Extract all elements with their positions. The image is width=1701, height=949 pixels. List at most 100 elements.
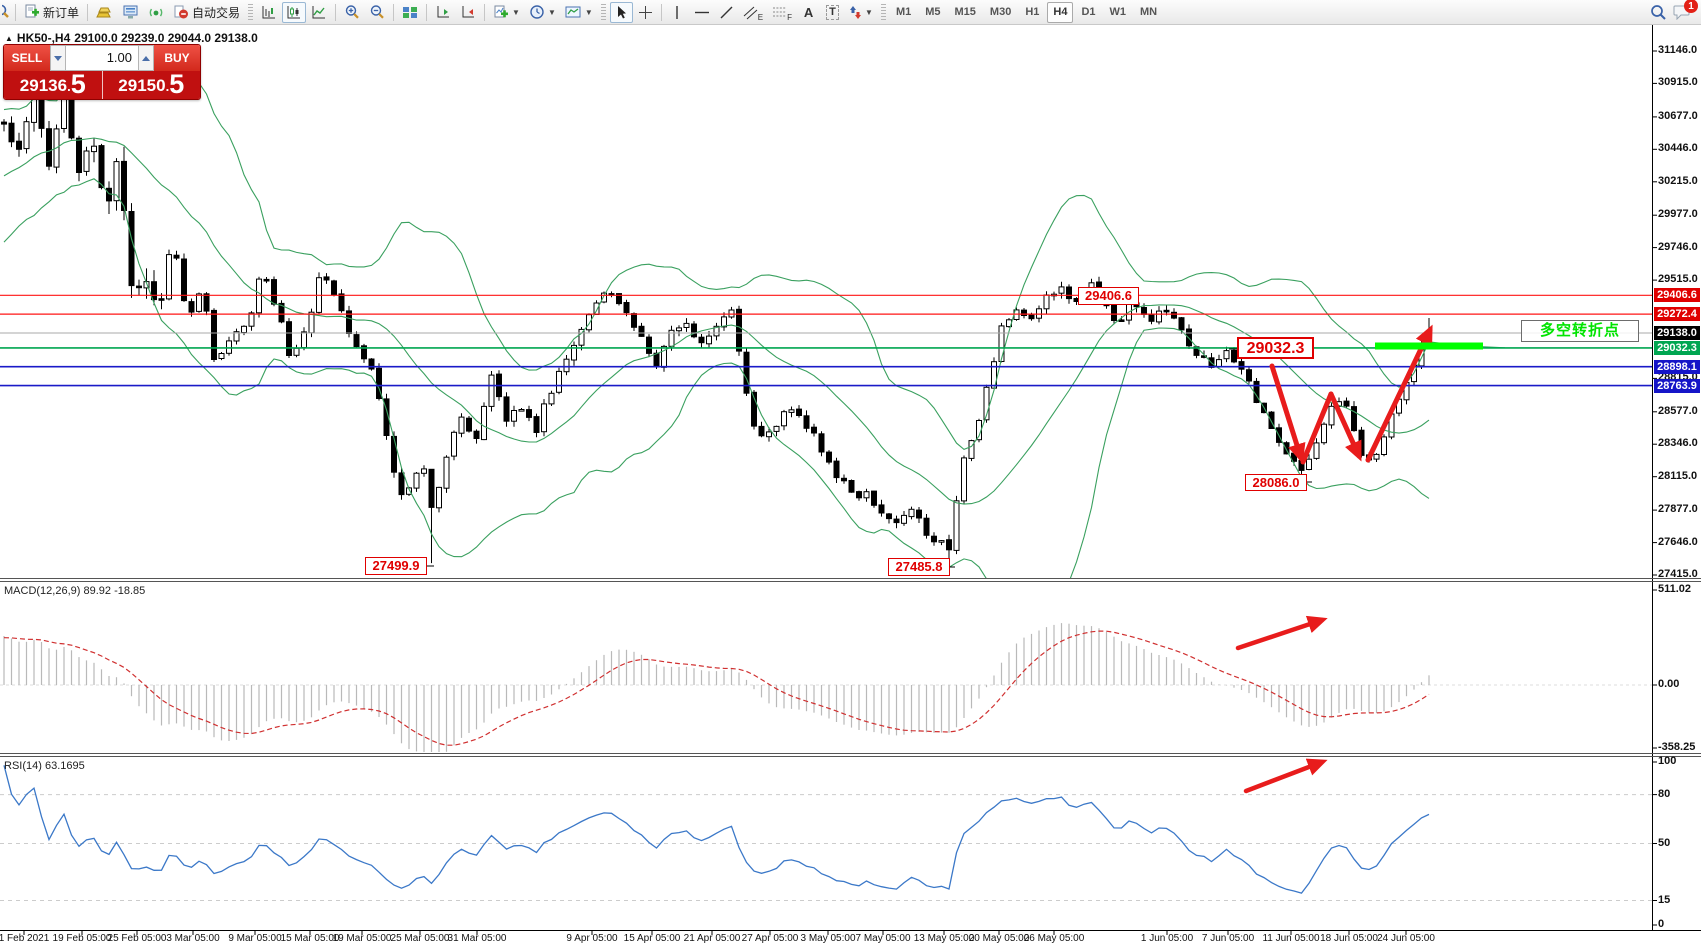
periods-button[interactable]: ▼ <box>525 2 560 23</box>
timeframe-group: M1 M5 M15 M30 H1 H4 D1 W1 MN <box>890 1 1163 23</box>
rsi-axis-label: 80 <box>1658 787 1671 800</box>
mar-low-annotation[interactable]: 27499.9 <box>365 557 427 575</box>
timeframe-M5[interactable]: M5 <box>925 6 941 18</box>
fibonacci-tool-button[interactable]: F <box>768 2 796 23</box>
time-axis-label: 3 May 05:00 <box>800 933 856 944</box>
clock-icon <box>530 5 544 19</box>
volume-decrease-button[interactable] <box>50 45 66 71</box>
trade-panel-controls: SELL 1.00 BUY <box>4 45 200 71</box>
timeframe-H1[interactable]: H1 <box>1025 6 1040 18</box>
timeframe-M1[interactable]: M1 <box>895 6 912 18</box>
template-icon <box>565 6 581 17</box>
timeframe-M15[interactable]: M15 <box>954 6 976 18</box>
zoom-out-button[interactable] <box>365 2 389 23</box>
price-tick-label: 28346.0 <box>1658 437 1698 450</box>
volume-increase-button[interactable] <box>138 45 154 71</box>
fibonacci-icon <box>773 7 787 16</box>
trendline-icon <box>720 6 733 18</box>
toolbar-drag-handle[interactable] <box>248 4 254 20</box>
templates-button[interactable]: ▼ <box>561 2 597 23</box>
annotation-arrows <box>427 324 1483 794</box>
caret-down-icon <box>54 55 62 61</box>
sell-price[interactable]: 29136. 5 <box>4 71 102 99</box>
price-tick-label: 27415.0 <box>1658 568 1698 580</box>
autotrading-button[interactable]: 自动交易 <box>169 2 244 23</box>
crosshair-icon <box>638 5 652 19</box>
buy-button[interactable]: BUY <box>154 45 200 71</box>
horizontal-line-tool-button[interactable] <box>690 2 714 23</box>
time-axis-label: 25 Feb 05:00 <box>107 933 167 944</box>
cursor-button[interactable] <box>609 1 633 23</box>
resistance-annotation[interactable]: 29406.6 <box>1078 287 1139 305</box>
new-order-icon <box>25 4 39 18</box>
trendline-tool-button[interactable] <box>715 2 738 23</box>
jun-low-annotation[interactable]: 28086.0 <box>1245 474 1307 491</box>
chart-type-bars-button[interactable] <box>257 2 281 23</box>
text-tool-button[interactable]: A <box>797 2 820 23</box>
may-low-annotation[interactable]: 27485.8 <box>888 558 950 576</box>
price-tick-label: 29977.0 <box>1658 208 1698 221</box>
autotrading-icon <box>174 5 189 19</box>
rsi-plot <box>0 765 1652 901</box>
time-axis-label: 13 May 05:00 <box>913 933 975 944</box>
search-icon[interactable] <box>1650 4 1667 21</box>
volume-input[interactable]: 1.00 <box>66 45 138 71</box>
macd-axis-label: 0.00 <box>1658 678 1680 690</box>
vertical-line-icon <box>676 5 678 19</box>
time-axis-label: 18 Jun 05:00 <box>1320 933 1378 944</box>
time-axis-label: 15 Apr 05:00 <box>623 933 681 944</box>
rsi-axis-label: 0 <box>1658 918 1665 930</box>
text-label-tool-button[interactable]: T <box>821 2 844 23</box>
chart-type-line-button[interactable] <box>307 2 331 23</box>
collapse-triangle-icon[interactable]: ▲ <box>5 33 13 43</box>
pivot-annotation[interactable]: 29032.3 <box>1237 337 1314 359</box>
indicators-button[interactable]: ▼ <box>489 2 524 23</box>
zoom-in-button[interactable] <box>340 2 364 23</box>
toolbar-separator <box>660 3 662 21</box>
turning-point-annotation[interactable]: 多空转折点 <box>1521 320 1639 342</box>
price-tick-label: 27646.0 <box>1658 535 1698 548</box>
timeframe-MN[interactable]: MN <box>1140 6 1158 18</box>
price-divider <box>101 71 103 99</box>
market-watch-button[interactable] <box>92 2 118 23</box>
equidistant-channel-tool-button[interactable]: E <box>739 2 767 23</box>
decimal-point: . <box>67 79 71 94</box>
rsi-axis-label: 15 <box>1658 893 1671 906</box>
new-order-button[interactable]: 新订单 <box>20 2 83 23</box>
timeframe-H4[interactable]: H4 <box>1047 1 1074 23</box>
signals-button[interactable] <box>144 2 168 23</box>
price-badge: 29032.3 <box>1654 340 1700 355</box>
clipped-icon[interactable] <box>2 2 11 23</box>
arrows-tool-button[interactable]: ▼ <box>845 2 877 23</box>
crosshair-button[interactable] <box>634 2 657 23</box>
chart-shift-button[interactable] <box>456 2 480 23</box>
chart-ohlc-title: ▲ HK50-,H4 29100.0 29239.0 29044.0 29138… <box>5 31 258 45</box>
macd-axis-label: -358.25 <box>1658 741 1696 753</box>
toolbar-separator <box>87 3 89 21</box>
market-depth-button[interactable] <box>119 2 143 23</box>
macd-plot <box>0 623 1652 752</box>
tile-windows-button[interactable] <box>398 2 422 23</box>
auto-scroll-button[interactable] <box>431 2 455 23</box>
toolbar-drag-handle[interactable] <box>600 4 606 20</box>
price-badge: 28898.1 <box>1654 359 1700 374</box>
chart-type-candles-button[interactable] <box>282 1 307 23</box>
buy-price[interactable]: 29150. 5 <box>103 71 201 99</box>
cursor-arrow-icon <box>618 5 627 18</box>
chart-area[interactable]: ▲ HK50-,H4 29100.0 29239.0 29044.0 29138… <box>0 25 1701 949</box>
vertical-line-tool-button[interactable] <box>666 2 689 23</box>
sell-button[interactable]: SELL <box>4 45 50 71</box>
timeframe-M30[interactable]: M30 <box>989 6 1012 18</box>
time-axis-label: 31 Mar 05:00 <box>447 933 507 944</box>
time-axis-label: 9 Mar 05:00 <box>228 933 282 944</box>
price-tick-label: 30215.0 <box>1658 174 1698 187</box>
notifications-button[interactable]: 1 <box>1673 0 1698 20</box>
timeframe-W1[interactable]: W1 <box>1109 6 1127 18</box>
toolbar-separator <box>335 3 337 21</box>
toolbar-drag-handle[interactable] <box>880 4 886 20</box>
timeframe-D1[interactable]: D1 <box>1081 6 1096 18</box>
rsi-label: RSI(14) 63.1695 <box>4 760 85 772</box>
time-axis-label: 20 May 05:00 <box>968 933 1030 944</box>
axes-frame <box>0 25 1701 935</box>
